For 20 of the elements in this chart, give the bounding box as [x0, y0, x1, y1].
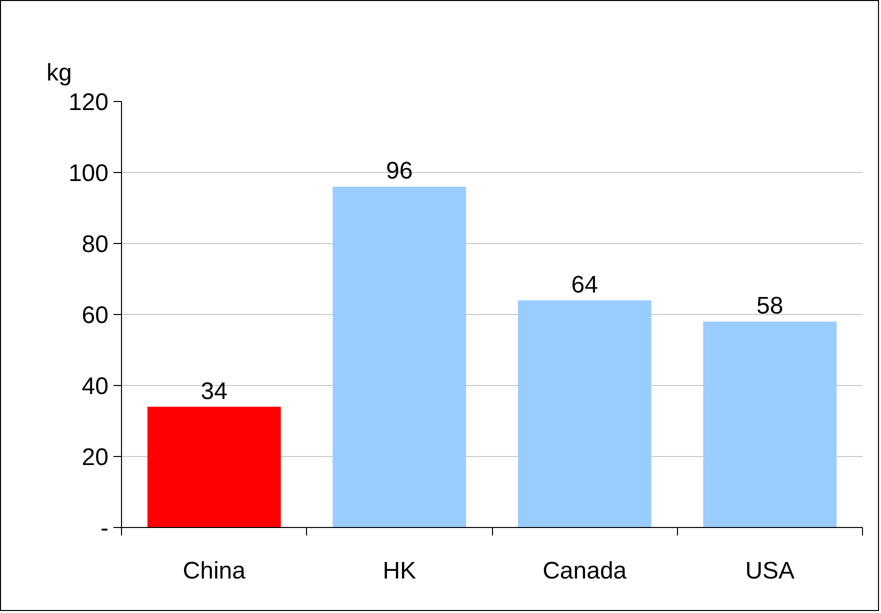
y-axis-title: kg	[46, 60, 72, 86]
data-label: 58	[756, 292, 784, 320]
y-tick-label: 20	[82, 444, 109, 471]
y-tick-label: 80	[82, 231, 109, 258]
bar	[332, 186, 466, 528]
bar	[518, 300, 652, 528]
y-tick-label: 40	[82, 373, 109, 400]
x-tick-label: HK	[382, 558, 416, 584]
y-tick-label: -	[100, 515, 109, 542]
y-tick-label: 60	[82, 302, 109, 329]
bar	[147, 406, 281, 528]
bar	[703, 322, 837, 528]
data-label: 64	[571, 271, 598, 298]
y-tick-label: 120	[68, 89, 109, 116]
data-label: 34	[200, 378, 228, 405]
x-tick-label: Canada	[542, 558, 628, 584]
data-label: 96	[386, 158, 413, 185]
y-tick-label: 100	[68, 160, 109, 187]
x-tick-label: USA	[745, 558, 795, 584]
x-tick-label: China	[182, 558, 246, 584]
